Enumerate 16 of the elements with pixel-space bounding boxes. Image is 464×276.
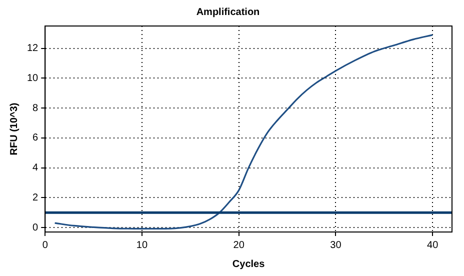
y-tick-label: 4 [32, 162, 39, 174]
y-tick-label: 12 [27, 43, 39, 54]
x-tick-label: 40 [427, 240, 439, 251]
y-tick-label: 6 [32, 132, 39, 144]
y-axis-title: RFU (10^3) [8, 102, 20, 156]
x-tick-label: 10 [136, 240, 148, 251]
y-tick-label: 0 [32, 222, 39, 234]
x-tick-label: 30 [330, 240, 342, 251]
y-tick-label: 8 [32, 102, 39, 114]
chart-title: Amplification [196, 6, 260, 18]
x-axis-title: Cycles [232, 258, 266, 270]
x-tick-label: 0 [42, 240, 48, 251]
y-tick-label: 10 [27, 72, 39, 84]
line-series [54, 34, 434, 230]
x-tick-label: 20 [233, 240, 245, 251]
y-tick-label: 2 [32, 192, 39, 204]
